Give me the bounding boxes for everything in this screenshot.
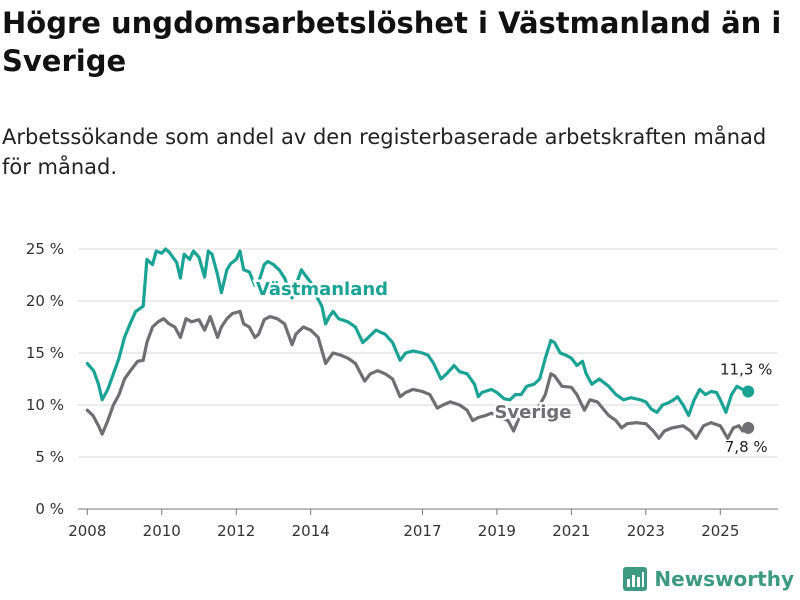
y-tick-label: 10 % <box>26 396 64 414</box>
series-line-sverige <box>85 309 750 440</box>
x-tick-label: 2025 <box>701 522 739 540</box>
chart-subtitle: Arbetssökande som andel av den registerb… <box>2 125 767 179</box>
y-axis: 0 % 5 % 10 % 15 % 20 % 25 % <box>26 240 64 518</box>
y-tick-label: 20 % <box>26 292 64 310</box>
y-tick-label: 0 % <box>35 500 64 518</box>
x-tick-label: 2023 <box>627 522 665 540</box>
end-value-sverige: 7,8 % <box>725 438 768 456</box>
x-tick-label: 2019 <box>478 522 516 540</box>
end-point-sverige <box>742 421 755 434</box>
brand-name: Newsworthy <box>654 567 794 591</box>
x-tick-label: 2014 <box>292 522 330 540</box>
x-tick-label: 2012 <box>217 522 255 540</box>
x-tick-label: 2021 <box>552 522 590 540</box>
end-point-vastmanland <box>742 385 755 398</box>
chart-title: Högre ungdomsarbetslöshet i Västmanland … <box>2 6 782 78</box>
series-line-vastmanland <box>85 247 750 417</box>
end-value-vastmanland: 11,3 % <box>720 360 772 378</box>
x-tick-label: 2010 <box>143 522 181 540</box>
newsworthy-logo-icon <box>623 567 648 591</box>
x-axis: 2008 2010 2012 2014 2017 2019 2021 2023 2025 <box>68 509 739 540</box>
x-tick-label: 2017 <box>403 522 441 540</box>
series <box>85 247 755 440</box>
y-tick-label: 5 % <box>35 448 64 466</box>
series-label-vastmanland: Västmanland <box>256 279 388 300</box>
series-label-sverige: Sverige <box>494 402 571 423</box>
y-tick-label: 25 % <box>26 240 64 258</box>
series-labels: Västmanland Sverige 11,3 % 7,8 % <box>253 277 772 456</box>
y-tick-label: 15 % <box>26 344 64 362</box>
brand-logo: Newsworthy <box>622 566 794 592</box>
x-tick-label: 2008 <box>68 522 106 540</box>
gridlines <box>78 248 778 510</box>
